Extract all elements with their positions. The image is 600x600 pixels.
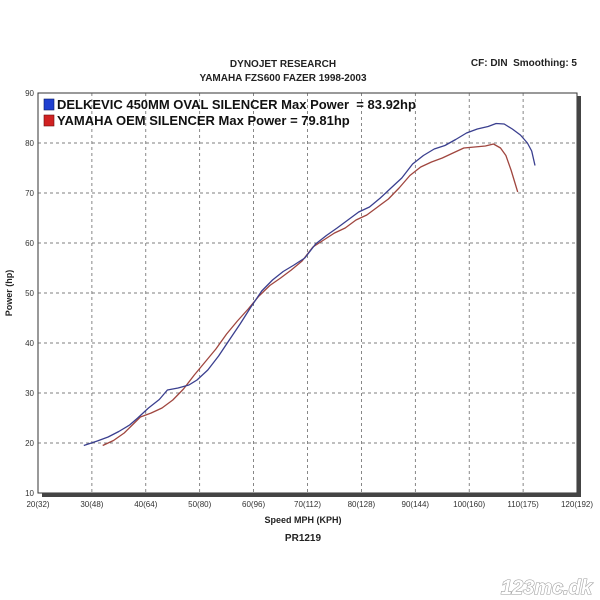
chart-title: DYNOJET RESEARCH [230,59,336,70]
series-line-1 [102,143,519,447]
y-tick-label: 40 [25,339,34,348]
y-tick-label: 70 [25,189,34,198]
x-axis-ticks: 20(32) 30(48) 40(64) 50(80) 60(96) 70(112) 80(… [26,500,593,509]
x-tick-label: 50(80) [188,500,211,509]
legend-swatch-yamaha-oem [43,114,55,127]
cf-smoothing-info: CF: DIN Smoothing: 5 [471,58,578,69]
legend: DELKEVIC 450MM OVAL SILENCER Max Power =… [43,97,416,128]
x-tick-label: 40(64) [134,500,157,509]
x-tick-label: 30(48) [80,500,103,509]
x-tick-label: 120(192) [561,500,593,509]
grid [38,93,577,493]
x-tick-label: 80(128) [348,500,376,509]
y-tick-label: 50 [25,289,34,298]
y-tick-label: 30 [25,389,34,398]
legend-label-yamaha-oem: YAMAHA OEM SILENCER Max Power = 79.81hp [57,113,350,128]
series-line-0 [83,122,536,447]
series-lines [83,122,536,447]
x-tick-label: 110(175) [507,500,539,509]
x-tick-label: 90(144) [402,500,430,509]
run-id-label: PR1219 [285,533,322,544]
y-tick-label: 80 [25,139,34,148]
x-axis-title: Speed MPH (KPH) [264,515,341,525]
x-tick-label: 20(32) [26,500,49,509]
y-tick-label: 90 [25,89,34,98]
y-axis-ticks: 10 20 30 40 50 60 70 80 90 [25,89,34,498]
plot-shadow-right [577,96,581,496]
x-tick-label: 100(160) [453,500,485,509]
legend-label-delkevic: DELKEVIC 450MM OVAL SILENCER Max Power =… [57,97,416,112]
y-tick-label: 10 [25,489,34,498]
y-tick-label: 60 [25,239,34,248]
legend-swatch-delkevic [43,98,55,111]
chart-subtitle: YAMAHA FZS600 FAZER 1998-2003 [199,73,367,84]
y-axis-title: Power (hp) [4,270,14,317]
x-tick-label: 60(96) [242,500,265,509]
watermark-logo: 123mc.dk [501,577,593,599]
y-tick-label: 20 [25,439,34,448]
x-tick-label: 70(112) [294,500,321,509]
plot-shadow-bottom [42,493,581,497]
